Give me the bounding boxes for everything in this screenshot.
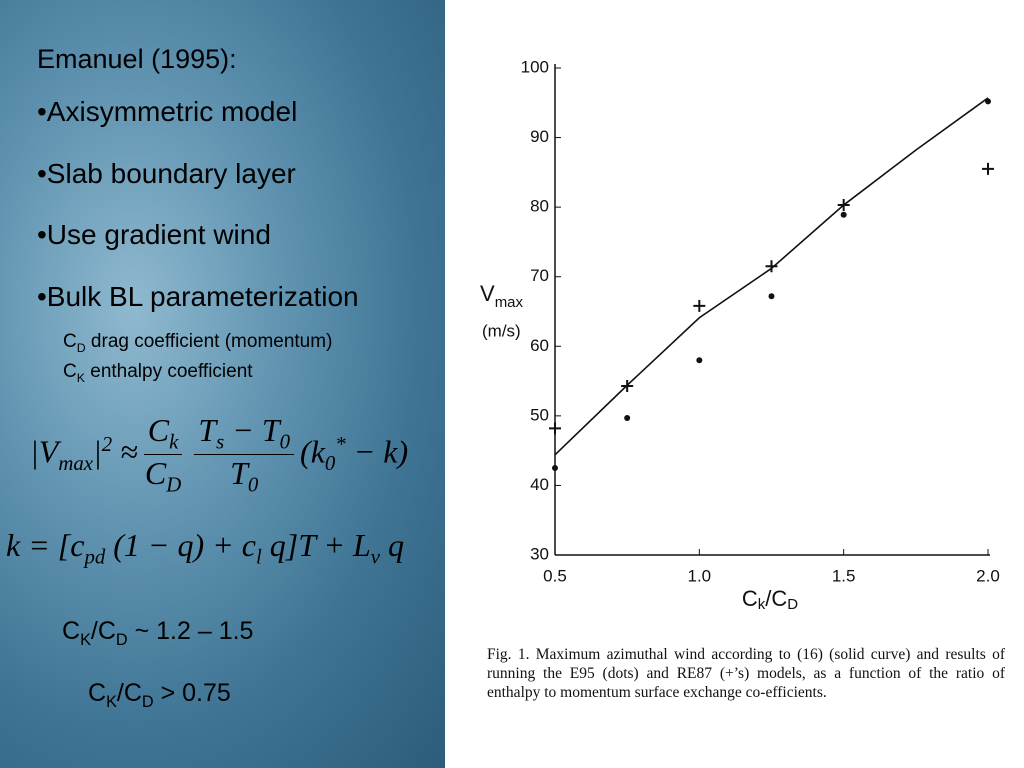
plus <box>982 162 994 175</box>
bullet: •Slab boundary layer <box>37 157 296 189</box>
text-run: q]T + L <box>261 527 371 563</box>
text-run: k <box>169 430 179 454</box>
y-tick-label: 100 <box>521 57 549 76</box>
label-part: k <box>758 596 766 613</box>
dot <box>840 211 847 218</box>
y-axis-label: Vmax <box>480 281 524 311</box>
plus <box>549 422 561 435</box>
numerator: Ts − T0 <box>194 412 295 456</box>
text-run: /C <box>90 617 116 645</box>
numerator: Ck <box>143 412 183 456</box>
text-run: ~ 1.2 – 1.5 <box>127 617 254 645</box>
ratio: CK/CD > 0.75 <box>88 679 231 712</box>
text-run: C <box>62 617 81 645</box>
text-run: T <box>198 412 217 448</box>
text-run: − k) <box>345 434 409 471</box>
text-run: pd <box>84 545 106 569</box>
y-axis-unit: (m/s) <box>482 321 521 340</box>
text-run: k = [c <box>6 527 85 563</box>
text-run: > 0.75 <box>153 679 231 707</box>
y-tick-label: 50 <box>530 405 549 424</box>
text-run: C <box>147 412 170 448</box>
text-run: T <box>230 455 248 492</box>
ratio: CK/CD ~ 1.2 – 1.5 <box>62 617 253 650</box>
y-tick-label: 90 <box>530 127 549 146</box>
x-tick-label: 1.5 <box>832 566 856 585</box>
text-run: drag coefficient (momentum) <box>85 331 333 352</box>
text-run: D <box>76 340 86 355</box>
y-tick-label: 60 <box>530 336 549 355</box>
label-part: V <box>480 281 495 306</box>
label-part: max <box>495 294 524 311</box>
rhs: (k0* − k) <box>300 433 408 476</box>
text-run: K <box>80 631 91 649</box>
y-tick-label: 30 <box>530 544 549 563</box>
text-run: D <box>166 473 182 497</box>
plus <box>693 299 706 312</box>
denominator: CD <box>145 455 181 497</box>
text-run: * <box>335 433 346 457</box>
text-run: C <box>144 455 167 492</box>
equation: |Vmax|2 ≈ Ck CD Ts − T0 T0 (k0* − k) <box>30 412 408 498</box>
text-run: C <box>63 361 77 382</box>
text-run: − T <box>224 412 280 448</box>
text-run: K <box>106 693 117 711</box>
lhs: |Vmax|2 ≈ <box>30 433 138 476</box>
x-axis-label: Ck/CD <box>742 586 798 613</box>
fraction: Ts − T0 T0 <box>194 412 295 498</box>
note: CK enthalpy coefficient <box>63 361 253 385</box>
bullet: •Bulk BL parameterization <box>37 280 359 312</box>
text-run: (k <box>300 434 325 471</box>
text-run: (1 − q) + c <box>105 527 256 563</box>
text-run: C <box>63 331 77 352</box>
equation: k = [cpd (1 − q) + cl q]T + Lv q <box>6 527 404 569</box>
text-run: C <box>88 679 107 707</box>
text-run: 0 <box>247 473 259 497</box>
text-run: 0 <box>324 452 336 476</box>
text-run: K <box>76 370 85 385</box>
dot <box>624 414 631 421</box>
text-run: q <box>380 527 405 563</box>
x-tick-label: 0.5 <box>543 566 567 585</box>
dot <box>768 293 775 300</box>
text-run: enthalpy coefficient <box>84 361 253 382</box>
text-run: s <box>216 430 225 454</box>
heading: Emanuel (1995): <box>37 44 237 74</box>
label-part: C <box>742 586 758 611</box>
text-run: /C <box>116 679 142 707</box>
text-run: D <box>115 631 128 649</box>
text-run: 0 <box>279 430 291 454</box>
text-run: D <box>141 693 154 711</box>
dot <box>696 357 703 364</box>
dot <box>552 465 558 472</box>
x-tick-label: 2.0 <box>976 566 1000 585</box>
denominator: T0 <box>230 455 258 497</box>
curve <box>554 97 989 456</box>
y-tick-label: 40 <box>530 475 549 494</box>
text-run: |V <box>30 434 59 471</box>
text-panel: Emanuel (1995): |Vmax|2 ≈ Ck CD Ts − T0 T0(… <box>0 0 445 768</box>
caption: Fig. 1. Maximum azimuthal wind according… <box>487 646 1005 701</box>
plus <box>765 260 778 273</box>
x-tick-label: 1.0 <box>688 566 712 585</box>
fraction: Ck CD <box>143 412 183 498</box>
text-run: l <box>255 545 262 569</box>
chart: 30 40 50 60 70 80 90 100 0.5 1.0 1.5 2.0 Ck/CD Vmax (m… <box>480 57 1000 613</box>
label-part: D <box>787 596 798 613</box>
text-run: | <box>93 434 102 471</box>
y-tick-label: 80 <box>530 197 549 216</box>
note: CD drag coefficient (momentum) <box>63 331 332 355</box>
y-tick-label: 70 <box>530 266 549 285</box>
label-part: /C <box>765 586 787 611</box>
text-run: max <box>58 452 93 476</box>
text-run: v <box>370 545 381 569</box>
text-run: 2 <box>101 433 113 457</box>
bullet: •Axisymmetric model <box>37 96 298 127</box>
text-run: ≈ <box>112 434 138 471</box>
bullet: •Use gradient wind <box>37 219 271 250</box>
